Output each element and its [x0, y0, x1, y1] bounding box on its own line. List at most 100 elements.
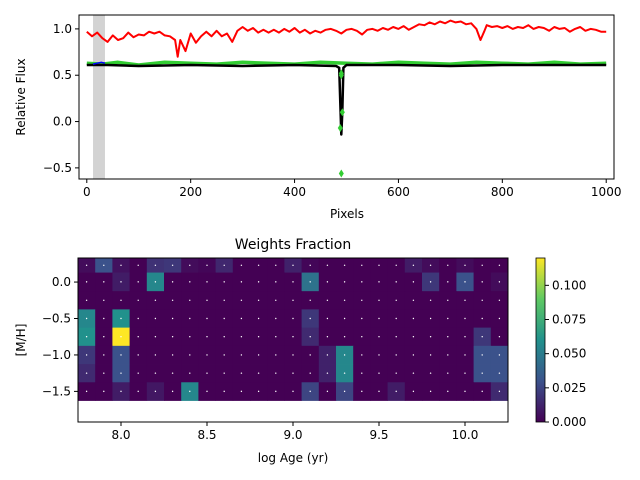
heatmap-grid-dot: [343, 372, 346, 374]
heatmap-grid-dot: [103, 299, 105, 301]
heatmap-grid-dot: [361, 372, 363, 374]
heatmap-grid-dot: [309, 390, 311, 393]
heatmap-grid-dot: [154, 336, 157, 338]
heatmap-grid-dot: [464, 372, 466, 374]
heatmap-grid-dot: [429, 372, 432, 374]
heatmap-grid-dot: [120, 336, 122, 338]
heatmap-grid-dot: [120, 354, 122, 356]
heatmap-grid-dot: [223, 281, 225, 283]
weights-y-tick-label: −1.5: [42, 384, 71, 398]
heatmap-grid-dot: [103, 317, 105, 320]
heatmap-grid-dot: [103, 372, 105, 374]
heatmap-grid-dot: [447, 264, 449, 266]
heatmap-grid-dot: [240, 354, 243, 356]
heatmap-grid-dot: [378, 264, 380, 266]
heatmap-grid-dot: [103, 281, 105, 283]
colorbar-tick-label: 0.100: [552, 278, 586, 292]
heatmap-grid-dot: [447, 390, 449, 393]
colorbar-tick-label: 0.025: [552, 381, 586, 395]
flux-y-tick-label: 0.0: [53, 115, 72, 129]
heatmap-grid-dot: [154, 372, 157, 374]
flux-x-axis-label: Pixels: [330, 207, 364, 221]
heatmap-grid-dot: [223, 264, 225, 266]
heatmap-grid-dot: [378, 281, 380, 283]
heatmap-grid-dot: [292, 317, 294, 320]
heatmap-grid-dot: [343, 281, 346, 283]
weights-x-axis-label: log Age (yr): [258, 451, 329, 465]
heatmap-grid-dot: [498, 372, 501, 374]
flux-marker: [338, 169, 344, 178]
heatmap-grid-dot: [275, 354, 277, 356]
heatmap-grid-dot: [223, 317, 225, 320]
heatmap-grid-dot: [498, 264, 501, 266]
heatmap-grid-dot: [103, 336, 105, 338]
heatmap-grid-dot: [189, 372, 191, 374]
heatmap-grid-dot: [412, 264, 415, 266]
heatmap-grid-dot: [429, 299, 432, 301]
heatmap-grid-dot: [464, 299, 466, 301]
heatmap-grid-dot: [206, 317, 208, 320]
heatmap-grid-dot: [275, 372, 277, 374]
heatmap-grid-dot: [343, 264, 346, 266]
colorbar-tick-label: 0.050: [552, 347, 586, 361]
flux-series-line: [86, 63, 607, 136]
heatmap-grid-dot: [154, 317, 157, 320]
flux-x-tick-label: 400: [283, 185, 306, 199]
heatmap-grid-dot: [412, 299, 415, 301]
heatmap-grid-dot: [309, 336, 311, 338]
weights-x-tick-label: 10.0: [452, 428, 479, 442]
heatmap-grid-dot: [343, 390, 346, 393]
heatmap-grid-dot: [326, 354, 329, 356]
heatmap-grid-dot: [343, 317, 346, 320]
weights-y-tick-label: −1.0: [42, 348, 71, 362]
heatmap-grid-dot: [137, 264, 139, 266]
heatmap-grid-dot: [171, 336, 174, 338]
heatmap-grid-dot: [481, 299, 483, 301]
heatmap-grid-dot: [275, 390, 277, 393]
heatmap-grid-dot: [257, 317, 260, 320]
heatmap-grid-dot: [395, 372, 397, 374]
heatmap-grid-dot: [85, 372, 88, 374]
heatmap-grid-dot: [257, 299, 260, 301]
heatmap-grid-dot: [361, 354, 363, 356]
heatmap-grid-dot: [395, 264, 397, 266]
flux-x-tick-label: 200: [179, 185, 202, 199]
flux-x-tick-label: 0: [83, 185, 91, 199]
heatmap-grid-dot: [257, 336, 260, 338]
heatmap-grid-dot: [85, 354, 88, 356]
heatmap-grid-dot: [206, 264, 208, 266]
heatmap-grid-dot: [240, 317, 243, 320]
heatmap-grid-dot: [447, 281, 449, 283]
heatmap-grid-dot: [189, 281, 191, 283]
heatmap-grid-dot: [412, 372, 415, 374]
heatmap-grid-dot: [137, 354, 139, 356]
heatmap-grid-dot: [223, 390, 225, 393]
heatmap-grid-dot: [85, 281, 88, 283]
heatmap-grid-dot: [309, 354, 311, 356]
heatmap-grid-dot: [240, 264, 243, 266]
heatmap-grid-dot: [223, 354, 225, 356]
heatmap-grid-dot: [275, 281, 277, 283]
heatmap-grid-dot: [240, 299, 243, 301]
heatmap-grid-dot: [326, 299, 329, 301]
heatmap-grid-dot: [85, 299, 88, 301]
heatmap-grid-dot: [447, 354, 449, 356]
heatmap-grid-dot: [223, 336, 225, 338]
heatmap-grid-dot: [361, 281, 363, 283]
heatmap-grid-dot: [275, 317, 277, 320]
heatmap-grid-dot: [326, 372, 329, 374]
heatmap-grid-dot: [395, 354, 397, 356]
heatmap-grid-dot: [481, 317, 483, 320]
heatmap-grid-dot: [378, 317, 380, 320]
heatmap-grid-dot: [257, 390, 260, 393]
heatmap-grid-dot: [257, 264, 260, 266]
heatmap-grid-dot: [171, 390, 174, 393]
heatmap-grid-dot: [257, 372, 260, 374]
flux-marker: [338, 69, 344, 78]
heatmap-grid-dot: [378, 372, 380, 374]
heatmap-grid-dot: [154, 354, 157, 356]
heatmap-grid-dot: [481, 390, 483, 393]
heatmap-grid-dot: [120, 390, 122, 393]
flux-panel: 0 200 400 600 800 1000 −0.5 0.0 0.5 1.0 Pixels R…: [14, 14, 621, 221]
